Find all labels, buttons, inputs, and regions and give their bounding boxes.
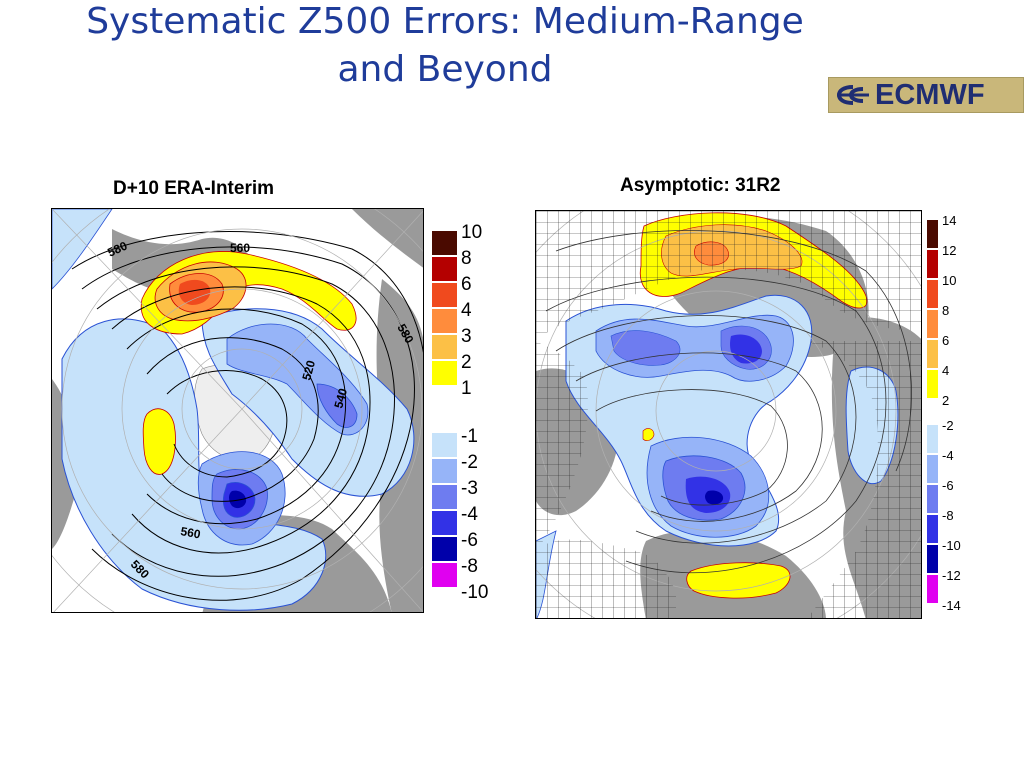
legend-label: -8 <box>942 508 954 523</box>
legend-label: 2 <box>461 352 472 373</box>
map-left-title: D+10 ERA-Interim <box>113 178 275 199</box>
legend-swatch <box>431 334 458 360</box>
legend-label: -4 <box>942 448 954 463</box>
legend-label: -14 <box>942 598 961 613</box>
legend-label: -12 <box>942 568 961 583</box>
legend-label: -1 <box>461 426 478 447</box>
legend-label: -8 <box>461 556 478 577</box>
map-right-title: Asymptotic: 31R2 <box>620 175 781 196</box>
legend-label: 10 <box>461 222 483 243</box>
legend-swatch <box>926 309 939 339</box>
legend-swatch <box>926 544 939 574</box>
legend-swatch <box>926 574 939 604</box>
legend-label: 12 <box>942 243 957 258</box>
legend-swatch <box>926 339 939 369</box>
contour-label: 560 <box>179 524 201 541</box>
legend-label: 1 <box>461 378 472 399</box>
legend-label: 6 <box>461 274 472 295</box>
legend-label: 4 <box>461 300 472 321</box>
contour-label: 560 <box>230 241 250 255</box>
slide-title: Systematic Z500 Errors: Medium-Range and… <box>0 0 890 94</box>
legend-swatch <box>431 458 458 484</box>
legend-swatch <box>926 279 939 309</box>
contour-label: 540 <box>331 386 350 409</box>
legend-label: -4 <box>461 504 478 525</box>
legend-swatch <box>431 230 458 256</box>
legend-label: -6 <box>942 478 954 493</box>
legend-swatch <box>431 510 458 536</box>
legend-label: 10 <box>942 273 957 288</box>
map-left-plot: 580 560 580 520 540 560 580 <box>52 209 423 612</box>
legend-label: -3 <box>461 478 478 499</box>
legend-swatch <box>431 432 458 458</box>
legend-swatch <box>926 484 939 514</box>
ecmwf-logo: ECMWF <box>828 77 1024 113</box>
legend-swatch <box>431 308 458 334</box>
legend-label: 8 <box>461 248 472 269</box>
legend-label: 4 <box>942 363 950 378</box>
slide-title-line-1: Systematic Z500 Errors: Medium-Range <box>86 1 804 42</box>
legend-label: 2 <box>942 393 950 408</box>
legend-swatch <box>431 562 458 588</box>
legend-swatch <box>926 424 939 454</box>
legend-swatch <box>926 249 939 279</box>
legend-swatch <box>926 454 939 484</box>
slide-title-line-2: and Beyond <box>337 49 553 90</box>
legend-swatch <box>926 219 939 249</box>
legend-label: 3 <box>461 326 472 347</box>
map-right-plot <box>536 211 921 618</box>
legend-swatch <box>431 536 458 562</box>
legend-label: -6 <box>461 530 478 551</box>
legend-label: 8 <box>942 303 950 318</box>
legend-label: 14 <box>942 213 957 228</box>
legend-swatch <box>431 282 458 308</box>
legend-label: -2 <box>461 452 478 473</box>
legend-label: 6 <box>942 333 950 348</box>
legend-swatch <box>926 369 939 399</box>
legend-label: -10 <box>461 582 489 603</box>
logo-text: ECMWF <box>875 79 985 111</box>
legend-swatch <box>431 484 458 510</box>
legend-label: -2 <box>942 418 954 433</box>
map-right-asymptotic <box>535 210 922 619</box>
legend-swatch <box>926 514 939 544</box>
legend-swatch <box>431 360 458 386</box>
map-left-era-interim: 580 560 580 520 540 560 580 <box>51 208 424 613</box>
contour-label: 520 <box>299 358 318 381</box>
legend-label: -10 <box>942 538 961 553</box>
ecmwf-swirl-icon <box>836 85 869 105</box>
legend-swatch <box>431 256 458 282</box>
